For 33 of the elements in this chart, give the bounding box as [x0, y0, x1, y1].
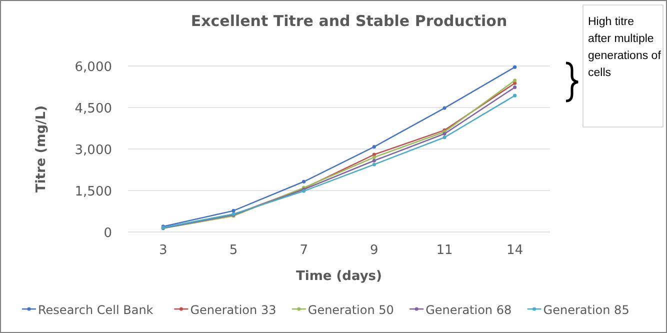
- point: [372, 156, 376, 160]
- y-tick-label: 1,500: [74, 184, 112, 200]
- x-tick-label: 9: [370, 243, 378, 258]
- point: [442, 136, 446, 140]
- x-tick-label: 3: [159, 243, 168, 258]
- legend-label: Generation 33: [190, 303, 276, 317]
- x-axis-title: Time (days): [296, 269, 382, 284]
- y-tick-label: 0: [104, 226, 112, 241]
- x-tick-label: 14: [506, 243, 524, 258]
- legend-label: Generation 68: [426, 303, 512, 317]
- y-tick-label: 6,000: [74, 60, 112, 75]
- point: [513, 86, 517, 90]
- y-axis-title: Titre (mg/L): [34, 105, 49, 193]
- point: [372, 158, 376, 162]
- point: [302, 180, 306, 184]
- point: [232, 208, 236, 212]
- text: High titre after multiple generations of cells: [588, 16, 662, 79]
- point: [513, 94, 517, 98]
- point: [372, 162, 376, 166]
- chart-title: Excellent Titre and Stable Production: [190, 12, 508, 30]
- point: [442, 106, 446, 110]
- point: [372, 144, 376, 149]
- point: [513, 81, 517, 85]
- legend-label: Research Cell Bank: [38, 303, 154, 317]
- y-tick-label: 3,000: [74, 143, 112, 158]
- point: [513, 65, 517, 69]
- x-tick-label: 5: [229, 243, 238, 258]
- x-tick-label: 11: [436, 243, 453, 258]
- x-tick-label: 7: [300, 243, 308, 258]
- legend-label: Generation 50: [308, 303, 394, 317]
- legend-label: Generation 85: [543, 303, 630, 317]
- point: [513, 78, 517, 82]
- y-tick-label: 4,500: [74, 102, 112, 116]
